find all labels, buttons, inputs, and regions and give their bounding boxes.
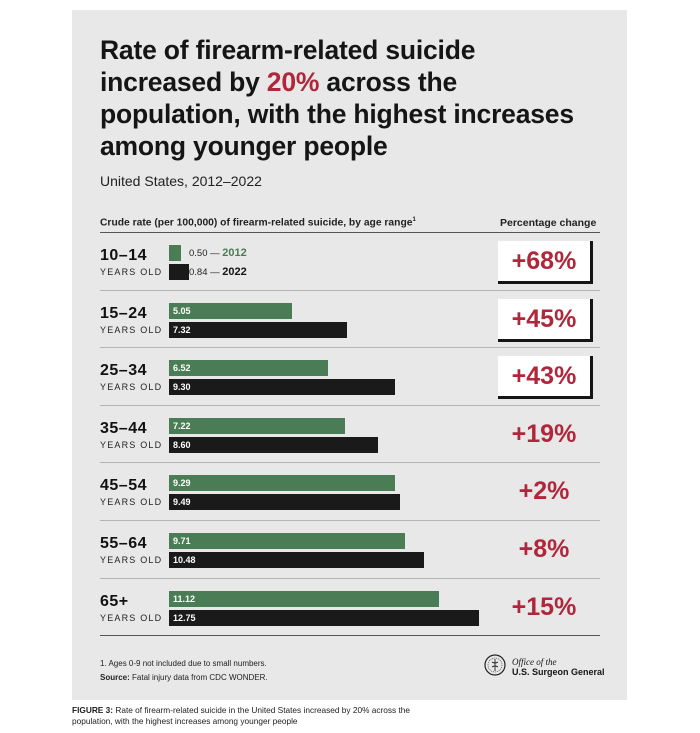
- row-divider: [100, 347, 600, 349]
- surgeon-general-seal-icon: [484, 654, 506, 676]
- bar-value-2012: 9.29: [173, 478, 191, 489]
- bar-label-2012: 0.50 — 2012: [189, 246, 247, 261]
- row-divider: [100, 577, 600, 579]
- row-divider: [100, 462, 600, 464]
- title-part-2: across the population, with the highest …: [100, 67, 574, 161]
- bar-value-2012: 5.05: [173, 305, 191, 316]
- age-range-label: 65+: [100, 592, 129, 610]
- column-header-change: Percentage change: [500, 217, 597, 229]
- legend-2012: 2012: [222, 247, 247, 259]
- age-unit-label: YEARS OLD: [100, 267, 163, 277]
- percentage-change: +2%: [518, 477, 570, 506]
- row-divider: [100, 404, 600, 406]
- bar-2012: [169, 533, 406, 549]
- bar-value-2012: 0.50 —: [189, 248, 223, 259]
- bar-2012: [169, 302, 292, 319]
- age-unit-label: YEARS OLD: [100, 324, 163, 335]
- age-range-label: 35–44: [100, 419, 147, 437]
- bottom-rule: [100, 635, 600, 637]
- bar-value-2022: 9.49: [173, 497, 191, 508]
- org-line-1: Office of the: [512, 657, 557, 667]
- percentage-change: +45%: [498, 298, 593, 342]
- percentage-change: +8%: [518, 535, 570, 563]
- percentage-change: +15%: [511, 592, 577, 621]
- footnote: 1. Ages 0-9 not included due to small nu…: [100, 659, 267, 668]
- legend-2022: 2022: [222, 266, 247, 278]
- bar-2022: [169, 264, 190, 280]
- footnote-marker: 1: [412, 217, 416, 223]
- bar-value-2022: 0.84 —: [189, 267, 223, 278]
- age-unit-label: YEARS OLD: [100, 612, 163, 623]
- title-accent: 20%: [266, 67, 320, 97]
- bar-value-2022: 10.48: [173, 555, 196, 565]
- column-header-rate: Crude rate (per 100,000) of firearm-rela…: [100, 217, 416, 228]
- percentage-change: +68%: [498, 241, 593, 284]
- bar-2022: [169, 609, 479, 626]
- age-range-label: 25–34: [100, 362, 147, 380]
- percentage-change: +19%: [511, 419, 577, 448]
- bar-2012: [169, 475, 395, 492]
- bar-value-2012: 9.71: [173, 536, 191, 546]
- organization-name: Office of the U.S. Surgeon General: [512, 657, 605, 677]
- percentage-change: +43%: [498, 356, 593, 400]
- bar-label-2022: 0.84 — 2022: [189, 265, 247, 280]
- bar-value-2022: 9.30: [173, 382, 191, 393]
- age-range-label: 10–14: [100, 247, 147, 264]
- column-header-rate-text: Crude rate (per 100,000) of firearm-rela…: [100, 217, 413, 229]
- age-range-label: 55–64: [100, 535, 147, 552]
- age-unit-label: YEARS OLD: [100, 439, 163, 450]
- bar-2022: [169, 379, 396, 396]
- source-text: Fatal injury data from CDC WONDER.: [129, 673, 268, 682]
- bar-2022: [169, 436, 379, 453]
- chart-subtitle: United States, 2012–2022: [100, 173, 262, 189]
- age-unit-label: YEARS OLD: [100, 555, 163, 565]
- chart-title: Rate of firearm-related suicide increase…: [100, 34, 600, 162]
- bar-value-2022: 8.60: [173, 439, 191, 450]
- org-line-2: U.S. Surgeon General: [512, 667, 605, 677]
- age-range-label: 15–24: [100, 304, 147, 322]
- title-part-1: Rate of firearm-related suicide increase…: [100, 35, 476, 97]
- age-unit-label: YEARS OLD: [100, 382, 163, 393]
- caption-label: FIGURE 3:: [72, 705, 114, 715]
- source-label: Source:: [100, 673, 130, 682]
- bar-2022: [169, 494, 400, 511]
- bar-value-2012: 11.12: [173, 593, 196, 604]
- row-divider: [100, 520, 600, 521]
- age-range-label: 45–54: [100, 477, 147, 495]
- bar-2022: [169, 321, 347, 338]
- bar-2012: [169, 360, 328, 377]
- age-unit-label: YEARS OLD: [100, 497, 163, 508]
- bar-2012: [169, 245, 182, 261]
- figure-caption: FIGURE 3: Rate of firearm-related suicid…: [72, 705, 432, 727]
- bar-2022: [169, 552, 424, 568]
- header-rule: [100, 232, 600, 233]
- bar-value-2012: 7.22: [173, 420, 191, 431]
- infographic-panel: [72, 10, 627, 700]
- row-divider: [100, 289, 600, 291]
- bar-value-2022: 7.32: [173, 324, 191, 335]
- bar-value-2012: 6.52: [173, 363, 191, 374]
- bar-2012: [169, 417, 345, 434]
- caption-text: Rate of firearm-related suicide in the U…: [72, 705, 411, 726]
- bar-value-2022: 12.75: [173, 612, 196, 623]
- source-note: Source: Fatal injury data from CDC WONDE…: [100, 673, 268, 682]
- bar-2012: [169, 590, 440, 607]
